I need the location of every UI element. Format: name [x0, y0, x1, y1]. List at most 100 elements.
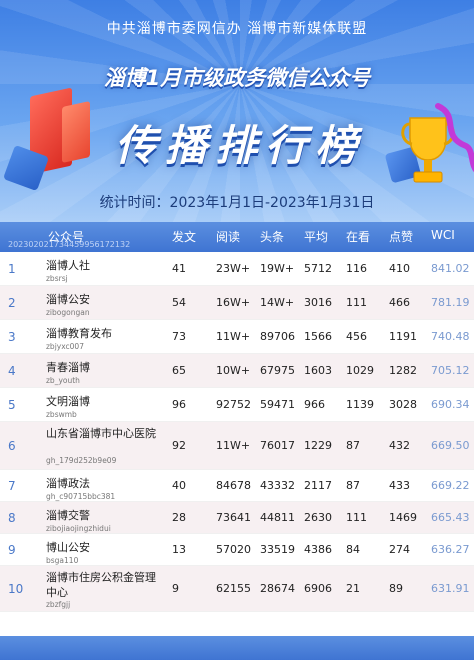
account-id: gh_c90715bbc381: [46, 492, 116, 501]
trophy-icon: [401, 117, 455, 183]
posts-cell: 54: [172, 296, 186, 309]
account-name: 淄博政法: [46, 477, 90, 490]
posts-cell: 73: [172, 330, 186, 343]
account-id: zibojiaojingzhidui: [46, 524, 111, 533]
likes-cell: 1469: [389, 511, 417, 524]
average-cell: 5712: [304, 262, 332, 275]
average-cell: 3016: [304, 296, 332, 309]
headline-cell: 33519: [260, 543, 295, 556]
rank-cell: 3: [8, 330, 16, 344]
watching-cell: 21: [346, 582, 360, 595]
posts-cell: 40: [172, 479, 186, 492]
posts-cell: 65: [172, 364, 186, 377]
headline-cell: 44811: [260, 511, 295, 524]
wci-cell: 631.91: [431, 582, 470, 595]
table-row: 3 淄博教育发布 zbjyxc007 73 11W+ 89706 1566 456 1191 74…: [0, 320, 474, 354]
rank-cell: 10: [8, 582, 24, 596]
wci-cell: 669.50: [431, 439, 470, 452]
reads-cell: 62155: [216, 582, 251, 595]
reads-cell: 10W+: [216, 364, 251, 377]
watching-cell: 456: [346, 330, 367, 343]
table-row: 7 淄博政法 gh_c90715bbc381 40 84678 43332 2117 87 43…: [0, 470, 474, 502]
table-row: 5 文明淄博 zbswmb 96 92752 59471 966 1139 3028 690.34: [0, 388, 474, 422]
account-id: zbjyxc007: [46, 342, 84, 351]
posts-cell: 28: [172, 511, 186, 524]
reads-cell: 11W+: [216, 330, 251, 343]
watching-cell: 87: [346, 439, 360, 452]
account-id: zb_youth: [46, 376, 80, 385]
reads-cell: 11W+: [216, 439, 251, 452]
account-id: zbsrsj: [46, 274, 68, 283]
rank-cell: 1: [8, 262, 16, 276]
table-header: 公众号 发文 阅读 头条 平均 在看 点赞 WCI: [0, 222, 474, 252]
rank-cell: 7: [8, 479, 16, 493]
average-cell: 1566: [304, 330, 332, 343]
average-cell: 4386: [304, 543, 332, 556]
account-name: 文明淄博: [46, 395, 90, 408]
table-row: 2 淄博公安 zibogongan 54 16W+ 14W+ 3016 111 466 781.1…: [0, 286, 474, 320]
reads-cell: 84678: [216, 479, 251, 492]
reads-cell: 16W+: [216, 296, 251, 309]
likes-cell: 433: [389, 479, 410, 492]
headline-cell: 76017: [260, 439, 295, 452]
posts-cell: 41: [172, 262, 186, 275]
wci-cell: 781.19: [431, 296, 470, 309]
watching-cell: 1029: [346, 364, 374, 377]
wci-cell: 740.48: [431, 330, 470, 343]
ribbon-decoration-icon: [435, 103, 474, 173]
account-name: 青春淄博: [46, 361, 90, 374]
column-header-account: 公众号: [48, 230, 85, 244]
headline-cell: 28674: [260, 582, 295, 595]
table-row: 9 博山公安 bsga110 13 57020 33519 4386 84 274 636.27: [0, 534, 474, 566]
account-id: bsga110: [46, 556, 79, 565]
account-id: zbswmb: [46, 410, 77, 419]
table-row: 6 山东省淄博市中心医院 gh_179d252b9e09 92 11W+ 76017 122…: [0, 422, 474, 470]
likes-cell: 432: [389, 439, 410, 452]
wci-cell: 665.43: [431, 511, 470, 524]
posts-cell: 92: [172, 439, 186, 452]
watching-cell: 111: [346, 296, 367, 309]
watching-cell: 111: [346, 511, 367, 524]
account-id: gh_179d252b9e09: [46, 456, 117, 465]
reads-cell: 23W+: [216, 262, 251, 275]
average-cell: 1603: [304, 364, 332, 377]
likes-cell: 466: [389, 296, 410, 309]
organizer-names: 中共淄博市委网信办 淄博市新媒体联盟: [106, 21, 368, 37]
table-row: 4 青春淄博 zb_youth 65 10W+ 67975 1603 1029 1282 705.…: [0, 354, 474, 388]
account-name: 山东省淄博市中心医院: [46, 427, 156, 440]
hero-banner: 中共淄博市委网信办 淄博市新媒体联盟 淄博1月市级政务微信公众号 传播排行榜 统…: [0, 0, 474, 222]
column-header-headline: 头条: [260, 230, 285, 244]
rank-cell: 9: [8, 543, 16, 557]
ranking-table: 1 淄博人社 zbsrsj 41 23W+ 19W+ 5712 116 410 841.02 2 淄博…: [0, 252, 474, 612]
column-header-watching: 在看: [346, 230, 371, 244]
rank-cell: 2: [8, 296, 16, 310]
likes-cell: 1282: [389, 364, 417, 377]
reads-cell: 73641: [216, 511, 251, 524]
account-name: 淄博交警: [46, 509, 90, 522]
headline-cell: 59471: [260, 398, 295, 411]
column-header-reads: 阅读: [216, 230, 241, 244]
likes-cell: 274: [389, 543, 410, 556]
wci-cell: 669.22: [431, 479, 470, 492]
statistics-period: 统计时间：2023年1月1日-2023年1月31日: [99, 195, 375, 211]
rank-cell: 5: [8, 398, 16, 412]
account-id: zbzfgjj: [46, 600, 71, 609]
average-cell: 2117: [304, 479, 332, 492]
likes-cell: 410: [389, 262, 410, 275]
headline-cell: 89706: [260, 330, 295, 343]
rank-cell: 4: [8, 364, 16, 378]
rank-cell: 6: [8, 439, 16, 453]
likes-cell: 1191: [389, 330, 417, 343]
average-cell: 2630: [304, 511, 332, 524]
likes-cell: 89: [389, 582, 403, 595]
table-row: 8 淄博交警 zibojiaojingzhidui 28 73641 44811 2630 1…: [0, 502, 474, 534]
headline-cell: 67975: [260, 364, 295, 377]
watermark-code: 20230202173445995617213​2: [8, 240, 131, 249]
watching-cell: 116: [346, 262, 367, 275]
wci-cell: 841.02: [431, 262, 470, 275]
reads-cell: 92752: [216, 398, 251, 411]
table-row: 1 淄博人社 zbsrsj 41 23W+ 19W+ 5712 116 410 841.02: [0, 252, 474, 286]
footer-bar: [0, 636, 474, 660]
account-name: 博山公安: [46, 541, 90, 554]
likes-cell: 3028: [389, 398, 417, 411]
